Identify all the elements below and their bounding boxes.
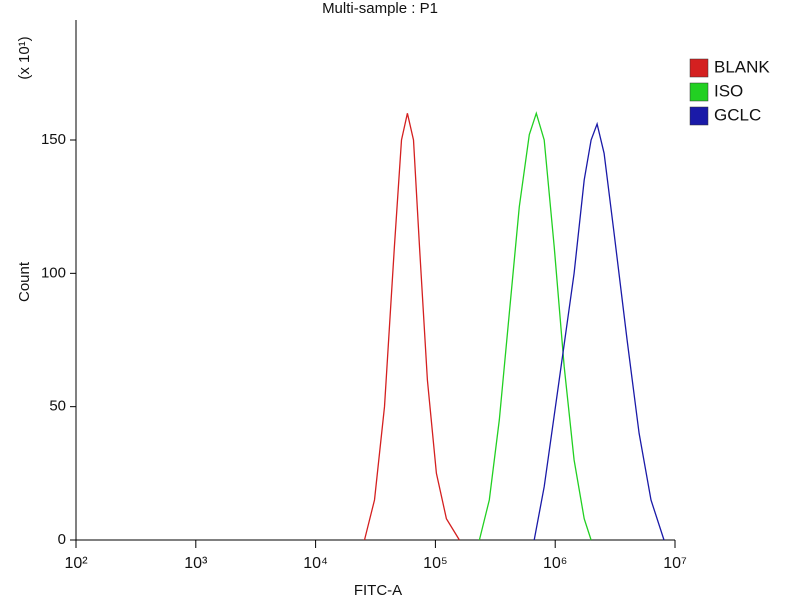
chart-title: Multi-sample : P1: [322, 0, 438, 17]
x-tick-label: 10⁶: [543, 555, 567, 572]
series-line: [478, 111, 592, 541]
legend-swatch: [689, 58, 709, 78]
legend-swatch: [689, 106, 709, 126]
legend-swatch: [689, 82, 709, 102]
x-tick-label: 10⁵: [423, 555, 447, 572]
y-tick-label: 100: [41, 264, 66, 281]
x-tick-label: 10²: [64, 555, 88, 572]
y-multiplier: (x 10¹): [16, 36, 33, 79]
x-tick-label: 10³: [184, 555, 208, 572]
series-line: [363, 113, 460, 541]
x-tick-label: 10⁴: [303, 555, 328, 572]
series-line: [533, 121, 665, 541]
x-axis-label: FITC-A: [354, 582, 402, 599]
x-tick-label: 10⁷: [663, 555, 687, 572]
y-tick-label: 150: [41, 131, 66, 148]
y-tick-label: 0: [58, 531, 66, 548]
legend-label: GCLC: [714, 105, 761, 124]
legend-label: BLANK: [714, 57, 770, 76]
y-tick-label: 50: [49, 398, 66, 415]
legend-label: ISO: [714, 81, 743, 100]
y-axis-label: Count: [16, 261, 33, 302]
